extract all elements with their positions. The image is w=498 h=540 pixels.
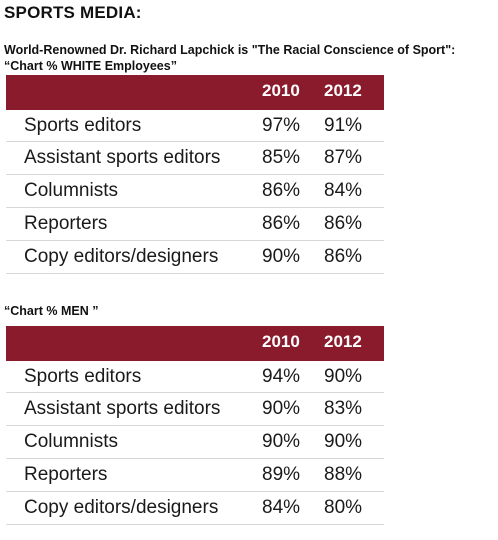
value-2012: 91%: [324, 114, 363, 136]
row-label: Reporters: [24, 213, 108, 234]
table-row: Columnists 86% 84%: [6, 175, 384, 208]
row-label: Sports editors: [24, 365, 142, 387]
men-chart-caption: “Chart % MEN ”: [4, 304, 99, 318]
table-row: Sports editors 97% 91%: [6, 107, 384, 142]
value-2010: 90%: [262, 246, 301, 267]
table-row: Copy editors/designers 90% 86%: [6, 241, 384, 274]
row-label: Reporters: [24, 464, 108, 485]
table-header: 2010 2012: [6, 75, 384, 107]
table-row: Reporters 86% 86%: [6, 208, 384, 241]
value-2010: 86%: [262, 213, 301, 234]
value-2012: 83%: [324, 398, 363, 419]
subtitle-line-2: “Chart % WHITE Employees”: [4, 59, 177, 73]
header-year-2010: 2010: [262, 332, 300, 351]
table-row: Reporters 89% 88%: [6, 459, 384, 492]
value-2010: 97%: [262, 114, 301, 136]
header-year-2012: 2012: [324, 332, 362, 351]
row-label: Copy editors/designers: [24, 246, 219, 267]
page-heading: SPORTS MEDIA:: [4, 3, 142, 22]
page-subtitle: World-Renowned Dr. Richard Lapchick is "…: [4, 42, 455, 74]
row-label: Assistant sports editors: [24, 147, 221, 168]
value-2010: 86%: [262, 180, 301, 201]
table-header: 2010 2012: [6, 326, 384, 358]
subtitle-line-1: World-Renowned Dr. Richard Lapchick is "…: [4, 43, 456, 57]
value-2012: 90%: [324, 365, 363, 387]
value-2010: 94%: [262, 365, 301, 387]
value-2012: 87%: [324, 147, 363, 168]
header-year-2010: 2010: [262, 81, 300, 100]
men-table: 2010 2012 Sports editors 94% 90% Assista…: [6, 326, 384, 525]
value-2012: 90%: [324, 431, 363, 452]
value-2012: 86%: [324, 246, 363, 267]
header-year-2012: 2012: [324, 81, 362, 100]
value-2010: 85%: [262, 147, 301, 168]
row-label: Columnists: [24, 180, 118, 201]
table-row: Sports editors 94% 90%: [6, 358, 384, 393]
table-row: Assistant sports editors 85% 87%: [6, 142, 384, 175]
value-2010: 90%: [262, 431, 301, 452]
value-2010: 90%: [262, 398, 301, 419]
value-2010: 84%: [262, 497, 301, 518]
row-label: Assistant sports editors: [24, 398, 221, 419]
table-row: Columnists 90% 90%: [6, 426, 384, 459]
row-label: Columnists: [24, 431, 118, 452]
value-2012: 84%: [324, 180, 363, 201]
value-2010: 89%: [262, 464, 301, 485]
value-2012: 80%: [324, 497, 363, 518]
table-row: Copy editors/designers 84% 80%: [6, 492, 384, 525]
value-2012: 86%: [324, 213, 363, 234]
row-label: Sports editors: [24, 114, 142, 136]
value-2012: 88%: [324, 464, 363, 485]
row-label: Copy editors/designers: [24, 497, 219, 518]
white-employees-table: 2010 2012 Sports editors 97% 91% Assista…: [6, 75, 384, 274]
table-row: Assistant sports editors 90% 83%: [6, 393, 384, 426]
